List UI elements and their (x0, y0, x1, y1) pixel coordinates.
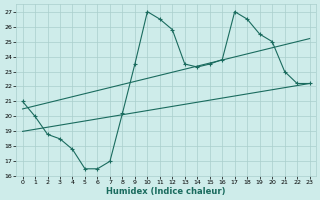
X-axis label: Humidex (Indice chaleur): Humidex (Indice chaleur) (106, 187, 226, 196)
